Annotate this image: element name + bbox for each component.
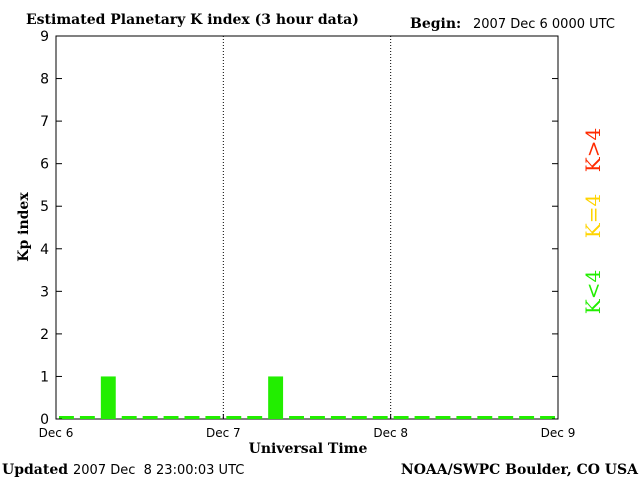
x-tick-label: Dec 7	[206, 426, 241, 440]
legend-k-above-4: K>4	[581, 128, 605, 172]
kp-bar	[498, 416, 514, 419]
bar-series	[59, 376, 555, 419]
y-tick-label: 2	[40, 327, 49, 343]
kp-bar	[268, 376, 284, 419]
y-axis-title: Kp index	[16, 192, 32, 262]
y-tick-label: 8	[40, 72, 49, 88]
kp-bar	[184, 416, 200, 419]
y-tick-label: 5	[40, 199, 49, 215]
kp-bar	[393, 416, 409, 419]
kp-bar	[226, 416, 242, 419]
credit-text: NOAA/SWPC Boulder, CO USA	[401, 462, 639, 478]
y-tick-label: 6	[40, 157, 49, 173]
y-tick-label: 1	[40, 369, 49, 385]
kp-bar	[142, 416, 158, 419]
kp-bar	[330, 416, 346, 419]
kp-bar	[372, 416, 388, 419]
y-tick-label: 3	[40, 284, 49, 300]
x-tick-label: Dec 8	[373, 426, 408, 440]
kp-bar	[163, 416, 179, 419]
kp-bar	[100, 376, 116, 419]
plot-frame	[55, 35, 559, 420]
legend-k-below-4: K<4	[581, 270, 605, 314]
updated-value: 2007 Dec 8 23:00:03 UTC	[73, 463, 244, 478]
kp-bar	[477, 416, 493, 419]
day-dividers	[222, 36, 392, 419]
y-axis: 0 1 2 3 4 5 6 7 8 9	[40, 29, 558, 428]
x-axis: Dec 6 Dec 7 Dec 8 Dec 9	[39, 414, 576, 440]
x-tick-label: Dec 6	[39, 426, 74, 440]
y-tick-label: 0	[40, 412, 49, 428]
kp-bar	[540, 416, 555, 419]
kp-bar	[456, 416, 472, 419]
x-axis-title: Universal Time	[249, 441, 368, 457]
legend-k-equal-4: K=4	[581, 194, 605, 238]
kp-bar	[205, 416, 221, 419]
updated-label: Updated	[2, 462, 68, 478]
kp-bar	[289, 416, 304, 419]
kp-bar	[310, 416, 325, 419]
kp-bar	[435, 416, 451, 419]
kp-bar	[247, 416, 263, 419]
kp-bar	[414, 416, 430, 419]
begin-label: Begin:	[410, 16, 461, 32]
kp-bar	[121, 416, 137, 419]
chart-title: Estimated Planetary K index (3 hour data…	[26, 12, 359, 28]
x-tick-label: Dec 9	[541, 426, 576, 440]
y-tick-label: 7	[40, 114, 49, 130]
y-tick-label: 4	[40, 242, 49, 258]
kp-bar	[59, 416, 74, 419]
y-tick-label: 9	[40, 29, 49, 45]
kp-bar	[351, 416, 367, 419]
kp-bar	[79, 416, 95, 419]
kp-bar	[519, 416, 535, 419]
begin-value: 2007 Dec 6 0000 UTC	[473, 17, 615, 32]
